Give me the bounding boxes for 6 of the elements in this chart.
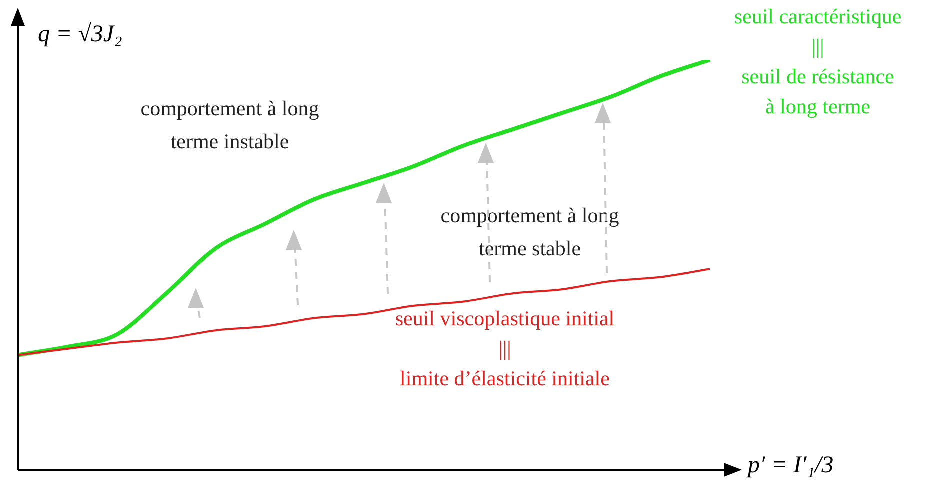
y-axis-title: q = √3J₂ [38,21,122,48]
annotation: comportement à long terme instable [140,96,320,154]
series-label: seuil viscoplastique initial ||| limite d’élasticité initiale [395,306,615,391]
series-label: seuil caractéristique ||| seuil de résistance à long terme [734,4,902,119]
annotation: comportement à long terme stable [440,204,620,261]
x-axis-title: p′ = I′₁/3 [746,452,834,478]
